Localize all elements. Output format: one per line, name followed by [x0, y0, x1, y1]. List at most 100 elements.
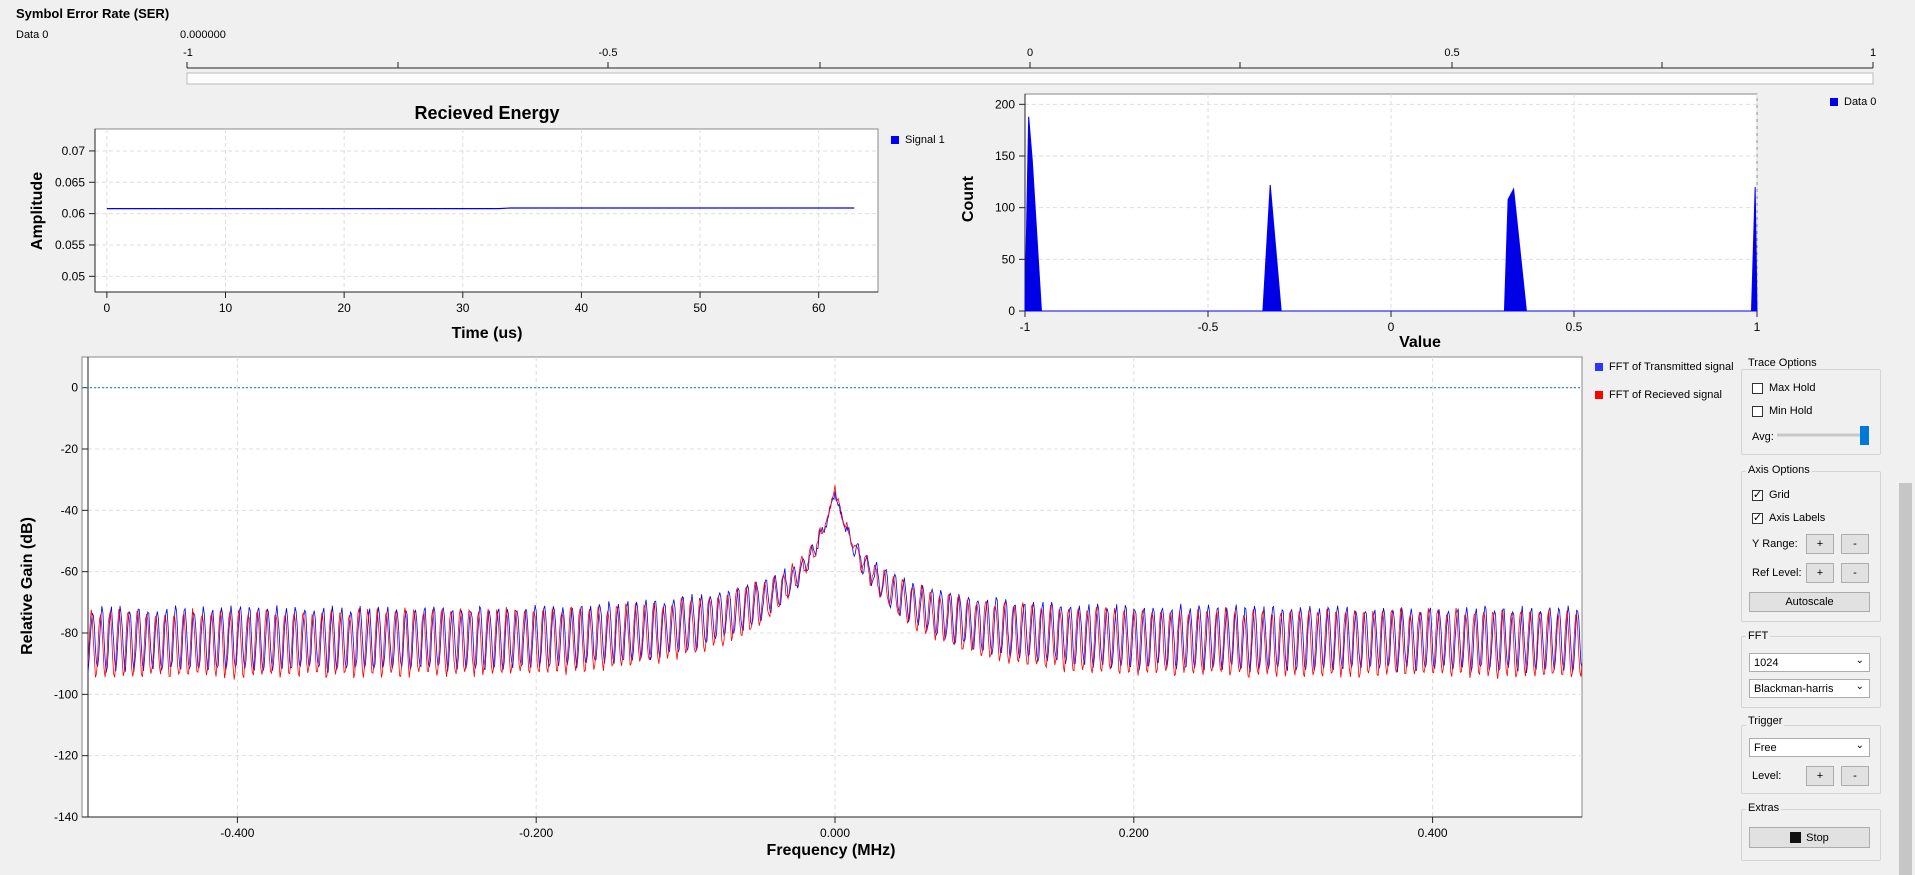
- fft-size-select[interactable]: 1024 ⌄: [1749, 653, 1870, 672]
- axis-labels-label: Axis Labels: [1769, 512, 1826, 524]
- fft-x-tick-label: -0.400: [220, 826, 254, 840]
- ser-tick-label: 0: [1027, 47, 1033, 59]
- histogram-x-tick-label: 0: [1388, 320, 1395, 334]
- avg-slider-handle[interactable]: [1860, 426, 1869, 445]
- fft-options-group: [1741, 636, 1881, 708]
- trigger-level-minus-button[interactable]: -: [1841, 766, 1869, 786]
- extras-group: [1741, 809, 1881, 861]
- histogram-y-tick-label: 200: [995, 97, 1015, 111]
- energy-series: [106, 207, 855, 210]
- trigger-level-plus-button[interactable]: +: [1806, 766, 1834, 786]
- ref-level-minus-button[interactable]: -: [1841, 563, 1869, 583]
- checkbox-unchecked-icon[interactable]: [1752, 382, 1763, 394]
- energy-y-tick-label: 0.07: [62, 144, 86, 158]
- energy-series-line: [106, 207, 855, 210]
- energy-y-tick-label: 0.065: [55, 175, 85, 189]
- legend-swatch-blue-icon: [1595, 363, 1603, 371]
- ser-scale: [186, 62, 1874, 69]
- histogram-ylabel: Count: [960, 175, 977, 222]
- energy-x-tick-label: 0: [104, 301, 111, 315]
- histogram-x-axis: -1 -0.5 0 0.5 1: [1020, 310, 1761, 334]
- fft-ylabel: Relative Gain (dB): [19, 517, 36, 655]
- histogram-y-tick-label: 50: [1002, 252, 1016, 266]
- extras-title: Extras: [1746, 802, 1782, 814]
- histogram-plot: 0 50 100 150 200 -1 -0.5 0 0.5 1 Value Count: [960, 93, 1761, 351]
- fft-x-tick-label: 0.200: [1119, 826, 1149, 840]
- ser-tick-label: 1: [1870, 47, 1876, 59]
- trace-options-group: [1741, 369, 1881, 455]
- energy-xlabel: Time (us): [452, 325, 523, 342]
- fft-legend-rx: FFT of Recieved signal: [1595, 389, 1722, 401]
- autoscale-button[interactable]: Autoscale: [1749, 592, 1870, 612]
- axis-options-title: Axis Options: [1746, 464, 1812, 476]
- grid-checkbox[interactable]: ✓ Grid: [1752, 489, 1790, 501]
- fft-y-tick-label: -40: [61, 503, 79, 517]
- checkmark-icon[interactable]: ✓: [1752, 488, 1763, 501]
- energy-legend: Signal 1: [891, 134, 945, 146]
- energy-canvas: [94, 128, 879, 293]
- y-range-label: Y Range:: [1752, 538, 1798, 550]
- energy-x-tick-label: 10: [219, 301, 233, 315]
- histogram-y-tick-label: 100: [995, 201, 1015, 215]
- fft-y-tick-label: -100: [54, 687, 78, 701]
- fft-xlabel: Frequency (MHz): [767, 842, 896, 859]
- checkmark-icon[interactable]: ✓: [1752, 511, 1763, 524]
- fft-size-value: 1024: [1754, 656, 1779, 669]
- max-hold-checkbox[interactable]: Max Hold: [1752, 382, 1815, 394]
- energy-y-tick-label: 0.05: [62, 269, 86, 283]
- histogram-y-tick-label: 0: [1008, 304, 1015, 318]
- fft-window-select[interactable]: Blackman-harris ⌄: [1749, 679, 1870, 698]
- y-range-minus-button[interactable]: -: [1841, 534, 1869, 554]
- energy-legend-label: Signal 1: [905, 134, 945, 146]
- stop-button-label: Stop: [1806, 831, 1829, 844]
- chevron-down-icon: ⌄: [1855, 681, 1864, 692]
- fft-y-tick-label: -120: [54, 749, 78, 763]
- energy-x-tick-label: 50: [693, 301, 707, 315]
- fft-options-title: FFT: [1746, 630, 1771, 642]
- fft-x-tick-label: 0.400: [1418, 826, 1448, 840]
- trigger-title: Trigger: [1746, 715, 1785, 727]
- y-range-plus-button[interactable]: +: [1806, 534, 1834, 554]
- legend-swatch-blue-icon: [891, 136, 899, 144]
- ser-progress-bar: [186, 72, 1874, 85]
- fft-canvas: [81, 356, 1583, 818]
- ref-level-plus-button[interactable]: +: [1806, 563, 1834, 583]
- histogram-y-tick-label: 150: [995, 149, 1015, 163]
- energy-grid: [95, 129, 878, 292]
- fft-transmitted-series-line: [87, 491, 1583, 674]
- histogram-x-tick-label: 1: [1754, 320, 1761, 334]
- trigger-group: [1741, 725, 1881, 794]
- trace-options-title: Trace Options: [1746, 357, 1819, 369]
- histogram-xlabel: Value: [1399, 334, 1441, 351]
- energy-x-tick-label: 20: [337, 301, 351, 315]
- fft-y-tick-label: -80: [61, 626, 79, 640]
- energy-y-axis: 0.05 0.055 0.06 0.065 0.07: [55, 129, 96, 292]
- trigger-level-label: Level:: [1752, 770, 1782, 782]
- chevron-down-icon: ⌄: [1855, 655, 1864, 666]
- fft-legend-tx-label: FFT of Transmitted signal: [1609, 361, 1734, 373]
- min-hold-checkbox[interactable]: Min Hold: [1752, 405, 1812, 417]
- energy-x-tick-label: 60: [812, 301, 826, 315]
- axis-labels-checkbox[interactable]: ✓ Axis Labels: [1752, 512, 1825, 524]
- avg-slider[interactable]: [1775, 426, 1870, 446]
- checkbox-unchecked-icon[interactable]: [1752, 405, 1763, 417]
- avg-label: Avg:: [1752, 431, 1774, 443]
- energy-x-tick-label: 30: [456, 301, 470, 315]
- fft-x-axis: -0.400 -0.200 0.000 0.200 0.400: [88, 816, 1582, 840]
- energy-y-tick-label: 0.06: [62, 207, 86, 221]
- stop-icon: [1790, 832, 1802, 843]
- fft-y-tick-label: -20: [61, 442, 79, 456]
- ser-title: Symbol Error Rate (SER): [16, 6, 170, 21]
- histogram-legend: Data 0: [1830, 96, 1876, 108]
- histogram-legend-label: Data 0: [1844, 96, 1877, 108]
- histogram-y-axis: 0 50 100 150 200: [995, 94, 1026, 318]
- trigger-mode-select[interactable]: Free ⌄: [1749, 738, 1870, 757]
- fft-legend-rx-label: FFT of Recieved signal: [1609, 389, 1722, 401]
- fft-x-tick-label: -0.200: [519, 826, 553, 840]
- trigger-mode-value: Free: [1754, 741, 1777, 754]
- fft-y-axis: 0 -20 -40 -60 -80 -100 -120 -140: [54, 357, 89, 824]
- ser-tick-label: -0.5: [599, 47, 618, 59]
- histogram-x-tick-label: -0.5: [1198, 320, 1219, 334]
- scrollbar-thumb[interactable]: [1899, 483, 1912, 875]
- stop-button[interactable]: Stop: [1749, 827, 1870, 848]
